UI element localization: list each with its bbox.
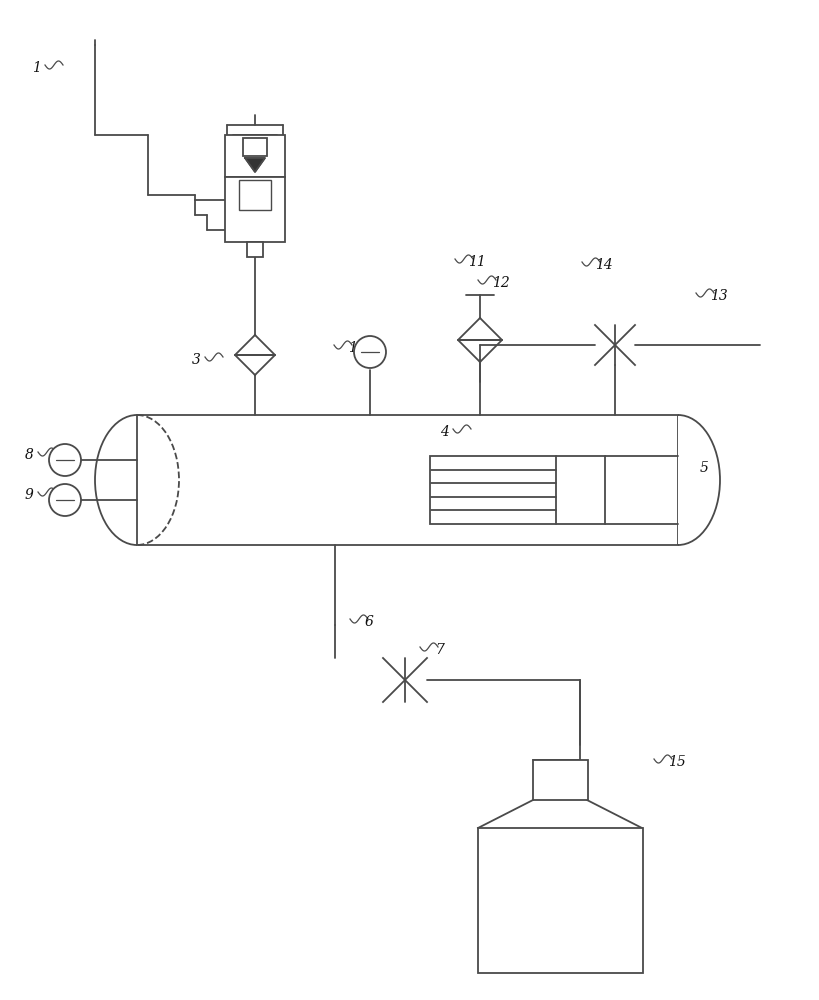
Text: 3: 3 <box>192 353 201 367</box>
Text: 5: 5 <box>699 461 708 475</box>
Circle shape <box>49 444 81 476</box>
Bar <box>224 177 285 242</box>
Text: 9: 9 <box>25 488 34 502</box>
Bar <box>238 180 270 210</box>
Circle shape <box>49 484 81 516</box>
Text: 2: 2 <box>272 143 281 157</box>
Text: 15: 15 <box>667 755 685 769</box>
Bar <box>224 135 285 177</box>
Circle shape <box>354 336 386 368</box>
Polygon shape <box>245 158 265 172</box>
Text: 1: 1 <box>32 61 41 75</box>
Text: 4: 4 <box>440 425 448 439</box>
Bar <box>532 760 587 800</box>
Text: 13: 13 <box>709 289 727 303</box>
Bar <box>429 456 604 524</box>
Bar <box>247 242 263 257</box>
Text: 12: 12 <box>491 276 509 290</box>
Text: 8: 8 <box>25 448 34 462</box>
Text: 7: 7 <box>434 643 443 657</box>
Bar <box>242 138 267 156</box>
Bar <box>477 828 642 973</box>
Bar <box>137 415 677 545</box>
Text: 14: 14 <box>595 258 612 272</box>
Text: 6: 6 <box>364 615 373 629</box>
Text: 10: 10 <box>347 341 365 355</box>
Text: 11: 11 <box>468 255 485 269</box>
Bar <box>677 416 718 544</box>
